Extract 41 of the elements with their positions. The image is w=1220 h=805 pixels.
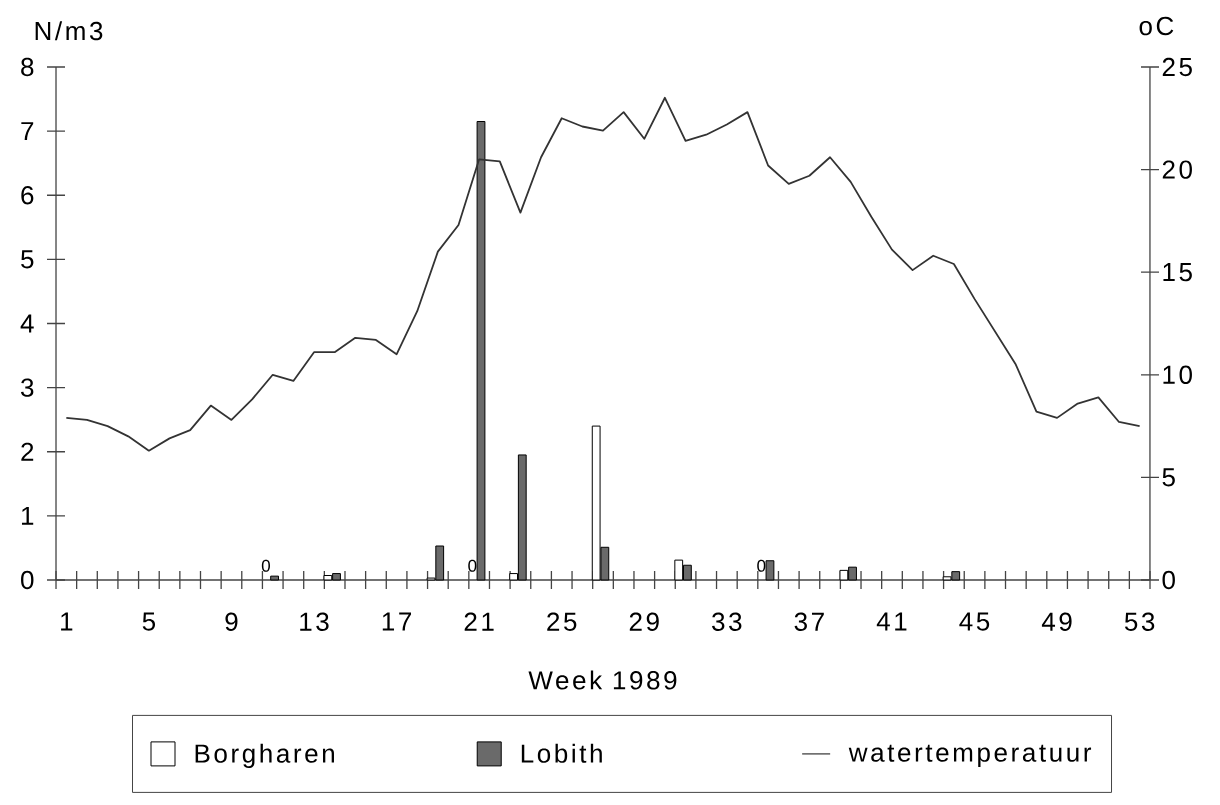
bar bbox=[270, 575, 279, 581]
x-tick-label: 49 bbox=[1041, 612, 1072, 631]
y2-tick-label: 0 bbox=[1162, 570, 1175, 590]
x-tick-label: 45 bbox=[959, 612, 990, 631]
y-axis-title: N/m3 bbox=[35, 21, 103, 41]
y-tick-label: 7 bbox=[21, 122, 34, 141]
y2-tick-label: 15 bbox=[1163, 263, 1192, 282]
y-tick-label: 1 bbox=[21, 506, 34, 525]
legend-label: watertemperatuur bbox=[848, 744, 1092, 767]
x-tick-label: 29 bbox=[629, 612, 659, 631]
y-tick-label: 0 bbox=[21, 570, 34, 590]
y-tick-label: 6 bbox=[21, 186, 34, 205]
x-axis-title: Week 1989 bbox=[528, 670, 677, 690]
y2-tick-label: 25 bbox=[1162, 57, 1192, 77]
y-tick-label: 2 bbox=[21, 442, 34, 461]
x-tick-label: 53 bbox=[1124, 612, 1155, 631]
y-tick-label: 8 bbox=[21, 57, 34, 77]
y-tick-label: 5 bbox=[21, 250, 34, 269]
legend-label: Lobith bbox=[521, 743, 602, 763]
y2-tick-label: 5 bbox=[1162, 468, 1175, 487]
y2-axis-title: oC bbox=[1139, 16, 1174, 36]
x-tick-label: 21 bbox=[464, 612, 494, 631]
x-tick-label: 41 bbox=[876, 612, 907, 631]
x-tick-label: 17 bbox=[382, 612, 412, 631]
y2-tick-label: 10 bbox=[1163, 365, 1192, 384]
data-label: 0 bbox=[468, 559, 477, 572]
x-tick-label: 13 bbox=[300, 612, 329, 631]
bar bbox=[476, 121, 486, 581]
bar bbox=[765, 560, 775, 581]
data-label: 0 bbox=[261, 559, 270, 572]
x-tick-label: 37 bbox=[794, 612, 824, 631]
x-tick-label: 1 bbox=[61, 612, 73, 631]
data-label: 0 bbox=[757, 559, 766, 572]
legend-label: Borgharen bbox=[195, 743, 334, 768]
x-tick-label: 33 bbox=[712, 612, 742, 631]
y-tick-label: 4 bbox=[20, 314, 34, 333]
x-tick-label: 9 bbox=[225, 612, 238, 631]
x-tick-label: 5 bbox=[142, 612, 156, 631]
y2-tick-label: 20 bbox=[1162, 160, 1192, 179]
y-tick-label: 3 bbox=[21, 378, 34, 397]
x-tick-label: 25 bbox=[547, 612, 577, 631]
